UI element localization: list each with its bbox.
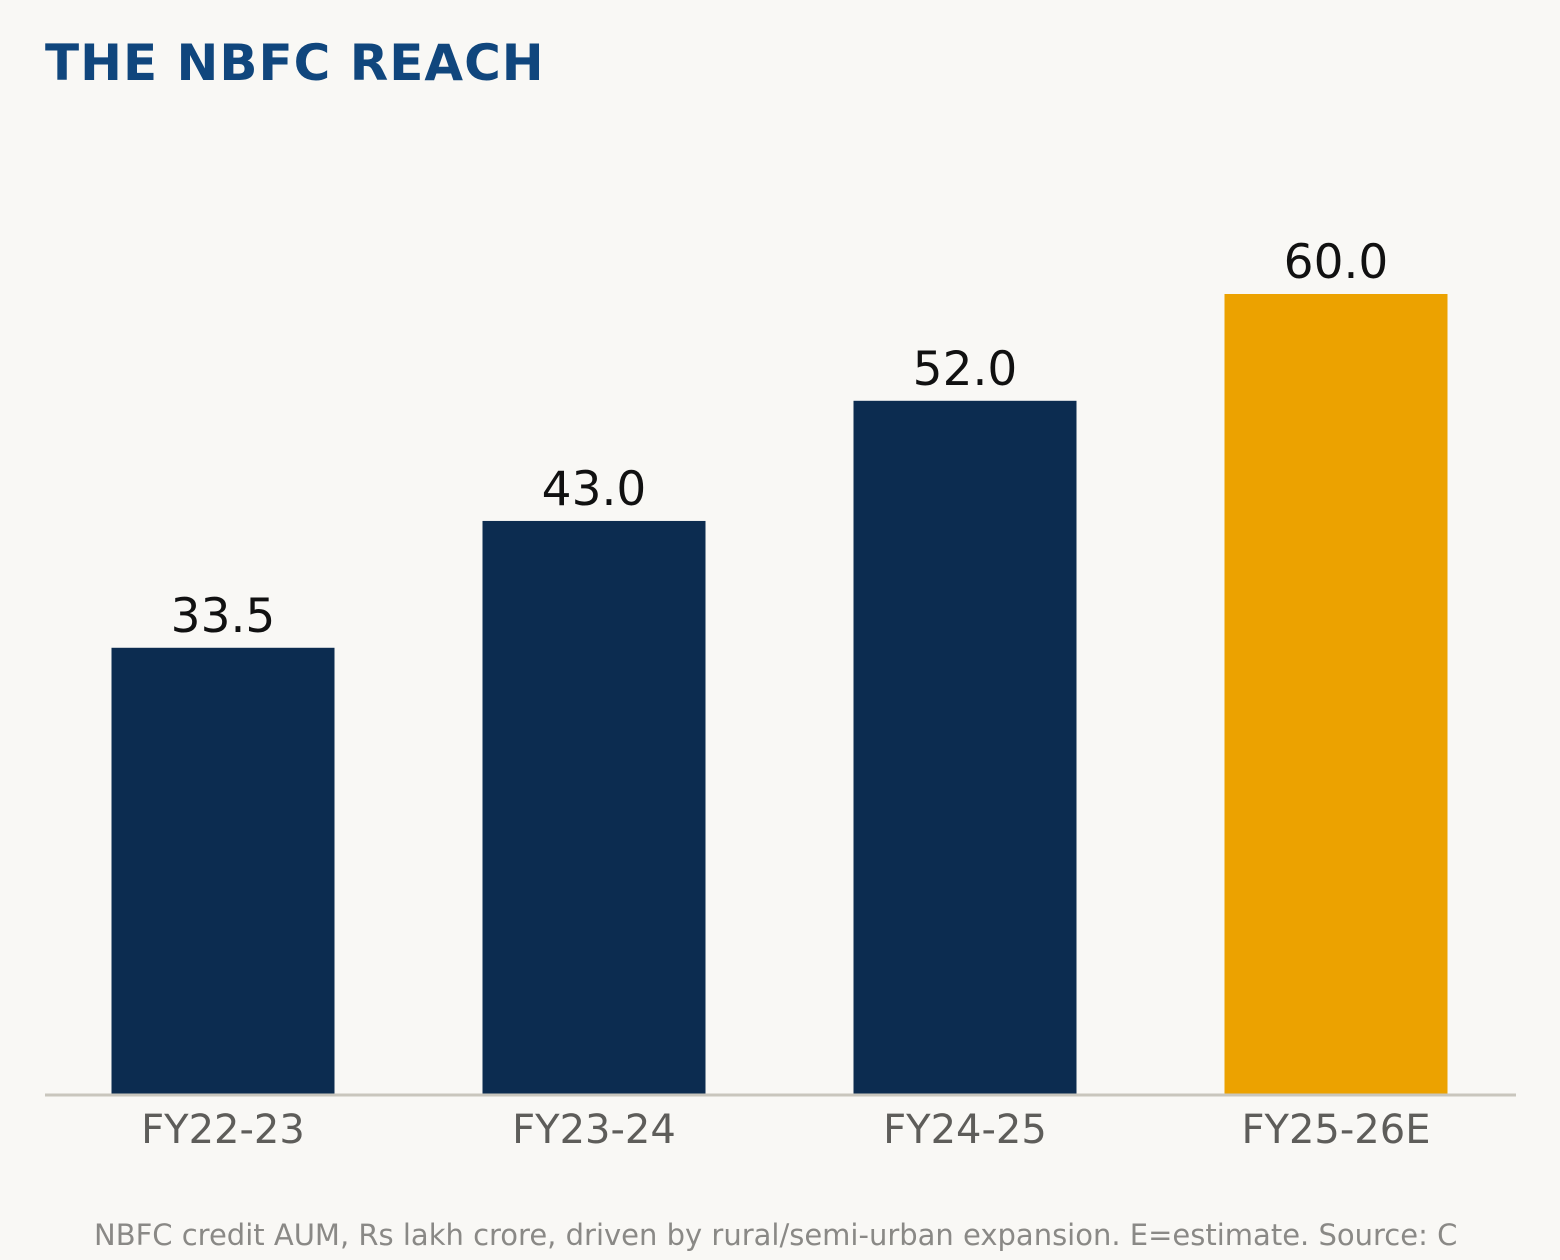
value-label-fy23-24: 43.0 [542, 462, 647, 517]
bar-fy25-26e [1224, 294, 1448, 1095]
chart-title: THE NBFC REACH [45, 34, 545, 92]
value-labels-group: 33.5 43.0 52.0 60.0 [171, 235, 1389, 644]
value-label-fy25-26e: 60.0 [1284, 235, 1389, 290]
x-tick-label-fy22-23: FY22-23 [141, 1107, 305, 1153]
bars-group [111, 294, 1448, 1095]
footnote: NBFC credit AUM, Rs lakh crore, driven b… [94, 1218, 1458, 1252]
bar-fy23-24 [482, 520, 706, 1095]
x-tick-label-fy25-26e: FY25-26E [1242, 1107, 1431, 1153]
x-tick-labels-group: FY22-23 FY23-24 FY24-25 FY25-26E [141, 1107, 1430, 1153]
value-label-fy22-23: 33.5 [171, 589, 276, 644]
x-tick-label-fy24-25: FY24-25 [883, 1107, 1047, 1153]
value-label-fy24-25: 52.0 [913, 342, 1018, 397]
x-tick-label-fy23-24: FY23-24 [512, 1107, 676, 1153]
bar-fy24-25 [853, 400, 1077, 1095]
bar-fy22-23 [111, 647, 335, 1095]
